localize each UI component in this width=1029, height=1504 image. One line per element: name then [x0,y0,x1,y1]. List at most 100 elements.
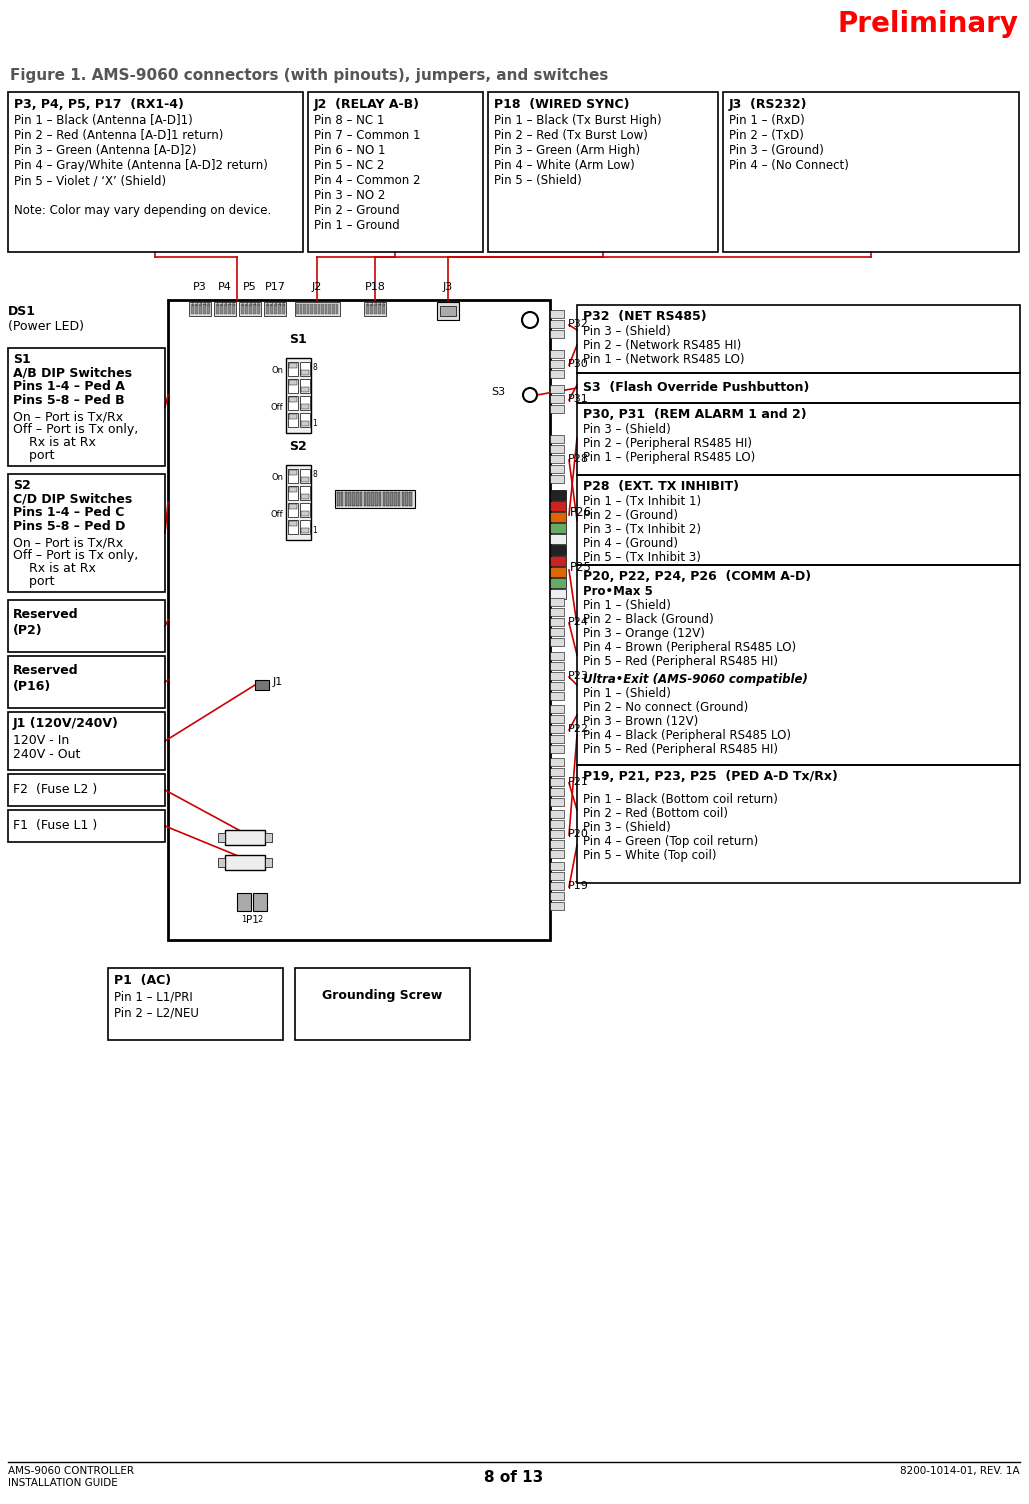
Text: 4: 4 [227,302,232,307]
Bar [549,456,564,463]
Text: Off – Port is Tx only,: Off – Port is Tx only, [13,423,138,436]
Bar [237,893,251,911]
Text: Pin 5 – NC 2: Pin 5 – NC 2 [314,159,385,171]
Text: 3: 3 [199,302,203,307]
Bar [577,475,1020,566]
Text: S2: S2 [13,478,31,492]
Bar [8,600,165,653]
Bar [549,544,566,555]
Bar [374,304,377,314]
Text: Pin 2 – (Network RS485 HI): Pin 2 – (Network RS485 HI) [583,338,741,352]
Text: Pin 2 – Ground: Pin 2 – Ground [314,205,399,217]
Text: (P2): (P2) [13,624,42,638]
Bar [549,618,564,626]
Text: Pin 5 – White (Top coil): Pin 5 – White (Top coil) [583,848,716,862]
Bar [577,403,1020,475]
Bar [577,373,1020,403]
Bar [288,397,296,402]
Bar [549,769,564,776]
Bar [287,362,297,376]
Bar [549,599,564,606]
Bar [549,629,564,636]
Bar [225,854,265,869]
Text: Preliminary: Preliminary [837,11,1018,38]
Text: S3: S3 [491,387,505,397]
Bar [549,523,566,532]
Bar [549,892,564,899]
Text: Pin 1 – L1/PRI: Pin 1 – L1/PRI [114,991,192,1005]
Bar [549,445,564,453]
Bar [224,304,227,314]
Bar [338,492,340,505]
Text: Pin 3 – NO 2: Pin 3 – NO 2 [314,190,386,202]
Bar [189,302,211,316]
Text: P21: P21 [568,778,589,787]
Text: 5: 5 [282,302,285,307]
Bar [321,304,324,314]
Text: Pin 3 – (Ground): Pin 3 – (Ground) [729,144,824,156]
Bar [196,304,198,314]
Text: P17: P17 [264,283,285,292]
Text: P20, P22, P24, P26  (COMM A-D): P20, P22, P24, P26 (COMM A-D) [583,570,811,584]
Bar [723,92,1019,253]
Bar [299,414,310,427]
Text: Pin 4 – Black (Peripheral RS485 LO): Pin 4 – Black (Peripheral RS485 LO) [583,729,791,741]
Bar [274,304,277,314]
Bar [304,304,306,314]
Text: 8 of 13: 8 of 13 [485,1469,543,1484]
Bar [203,304,206,314]
Text: Pin 5 – Red (Peripheral RS485 HI): Pin 5 – Red (Peripheral RS485 HI) [583,743,778,757]
Bar [325,304,327,314]
Bar [8,811,165,842]
Text: P30: P30 [568,359,589,368]
Text: Rx is at Rx: Rx is at Rx [13,562,96,575]
Text: Pins 1-4 – Ped C: Pins 1-4 – Ped C [13,505,125,519]
Bar [287,520,297,534]
Bar [577,766,1020,883]
Bar [255,680,269,690]
Text: Pin 2 – No connect (Ground): Pin 2 – No connect (Ground) [583,701,748,714]
Text: Pin 4 – Gray/White (Antenna [A-D]2 return): Pin 4 – Gray/White (Antenna [A-D]2 retur… [14,159,268,171]
Bar [296,304,298,314]
Text: Off: Off [271,403,284,412]
Bar [549,705,564,713]
Text: Off – Port is Tx only,: Off – Port is Tx only, [13,549,138,562]
Bar [549,608,564,617]
Bar [375,492,378,505]
Text: 1: 1 [365,302,369,307]
Text: Pin 1 – (RxD): Pin 1 – (RxD) [729,114,805,126]
Bar [549,396,564,403]
Text: Grounding Screw: Grounding Screw [322,990,442,1003]
Text: P23: P23 [568,671,589,681]
Bar [437,302,459,320]
Text: P32  (NET RS485): P32 (NET RS485) [583,310,707,323]
Text: 4: 4 [253,302,256,307]
Bar [549,465,564,472]
Text: Reserved: Reserved [13,608,78,621]
Bar [345,492,347,505]
Text: On: On [272,365,284,374]
Bar [549,811,564,818]
Bar [549,370,564,378]
Text: Pin 8 – NC 1: Pin 8 – NC 1 [314,114,385,126]
Bar [214,302,236,316]
Bar [378,304,381,314]
Text: S2: S2 [289,441,307,453]
Text: 5: 5 [207,302,210,307]
Text: J1 (120V/240V): J1 (120V/240V) [13,717,119,729]
Bar [335,490,415,508]
Bar [218,833,225,842]
Bar [549,735,564,743]
Text: Pins 5-8 – Ped D: Pins 5-8 – Ped D [13,520,126,532]
Bar [549,310,564,317]
Bar [549,778,564,787]
Bar [440,305,456,316]
Bar [394,492,396,505]
Text: Pro•Max 5: Pro•Max 5 [583,585,652,599]
Text: 1: 1 [190,302,194,307]
Text: P26: P26 [570,505,592,519]
Text: Pin 2 – Red (Antenna [A-D]1 return): Pin 2 – Red (Antenna [A-D]1 return) [14,129,223,141]
Text: Pin 3 – (Shield): Pin 3 – (Shield) [583,325,671,338]
Text: Pin 2 – L2/NEU: Pin 2 – L2/NEU [114,1006,199,1020]
Bar [8,775,165,806]
